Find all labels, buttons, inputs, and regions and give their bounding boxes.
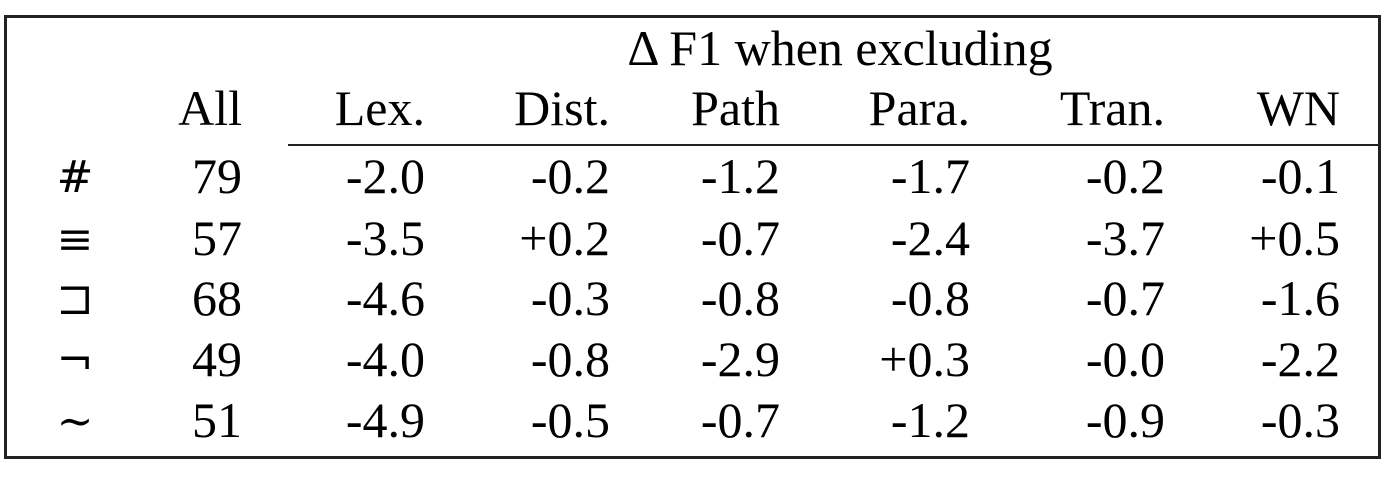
col-header-path: Path	[691, 80, 780, 136]
table-cell: 68	[192, 270, 242, 326]
table-cell: -3.7	[1085, 210, 1165, 266]
table-cell: -0.3	[1260, 392, 1340, 448]
table-cell: -0.8	[700, 270, 780, 326]
table-cell: -2.2	[1260, 331, 1340, 387]
table-cell: -0.3	[530, 270, 610, 326]
table-cell: -0.8	[530, 331, 610, 387]
col-header-tran: Tran.	[1059, 80, 1165, 136]
header-rule	[288, 144, 1381, 146]
table-cell: 51	[192, 392, 242, 448]
table-cell: 79	[192, 148, 242, 204]
table-cell: -0.1	[1260, 148, 1340, 204]
table-cell: -1.2	[890, 392, 970, 448]
table-cell: -4.6	[345, 270, 425, 326]
table-cell: -0.9	[1085, 392, 1165, 448]
span-header: Δ F1 when excluding	[627, 20, 1053, 76]
table-cell: 49	[192, 331, 242, 387]
row-label-4: ∼	[56, 396, 94, 447]
row-label-2: ⊐	[56, 274, 94, 325]
table-cell: -0.5	[530, 392, 610, 448]
table-cell: -2.0	[345, 148, 425, 204]
table-cell: -2.4	[890, 210, 970, 266]
table-cell: -0.8	[890, 270, 970, 326]
table-cell: -3.5	[345, 210, 425, 266]
table-cell: +0.3	[879, 331, 970, 387]
table-cell: -0.2	[530, 148, 610, 204]
col-header-lex: Lex.	[334, 80, 425, 136]
table-cell: -4.0	[345, 331, 425, 387]
table-cell: -1.7	[890, 148, 970, 204]
table-cell: -2.9	[700, 331, 780, 387]
col-header-wn: WN	[1256, 80, 1340, 136]
table-cell: -0.7	[1085, 270, 1165, 326]
row-label-0: #	[56, 152, 94, 203]
table-cell: +0.2	[519, 210, 610, 266]
table-cell: -0.7	[700, 210, 780, 266]
table-cell: 57	[192, 210, 242, 266]
table-cell: -0.7	[700, 392, 780, 448]
table-cell: -1.6	[1260, 270, 1340, 326]
table-cell: -0.2	[1085, 148, 1165, 204]
table-cell: -4.9	[345, 392, 425, 448]
table-cell: +0.5	[1249, 210, 1340, 266]
table-cell: -1.2	[700, 148, 780, 204]
row-label-3: ¬	[56, 335, 94, 386]
col-header-dist: Dist.	[514, 80, 610, 136]
table-cell: -0.0	[1085, 331, 1165, 387]
col-header-para: Para.	[868, 80, 970, 136]
row-label-1: ≡	[56, 214, 94, 265]
col-header-all: All	[178, 80, 242, 136]
results-table	[4, 15, 1381, 459]
